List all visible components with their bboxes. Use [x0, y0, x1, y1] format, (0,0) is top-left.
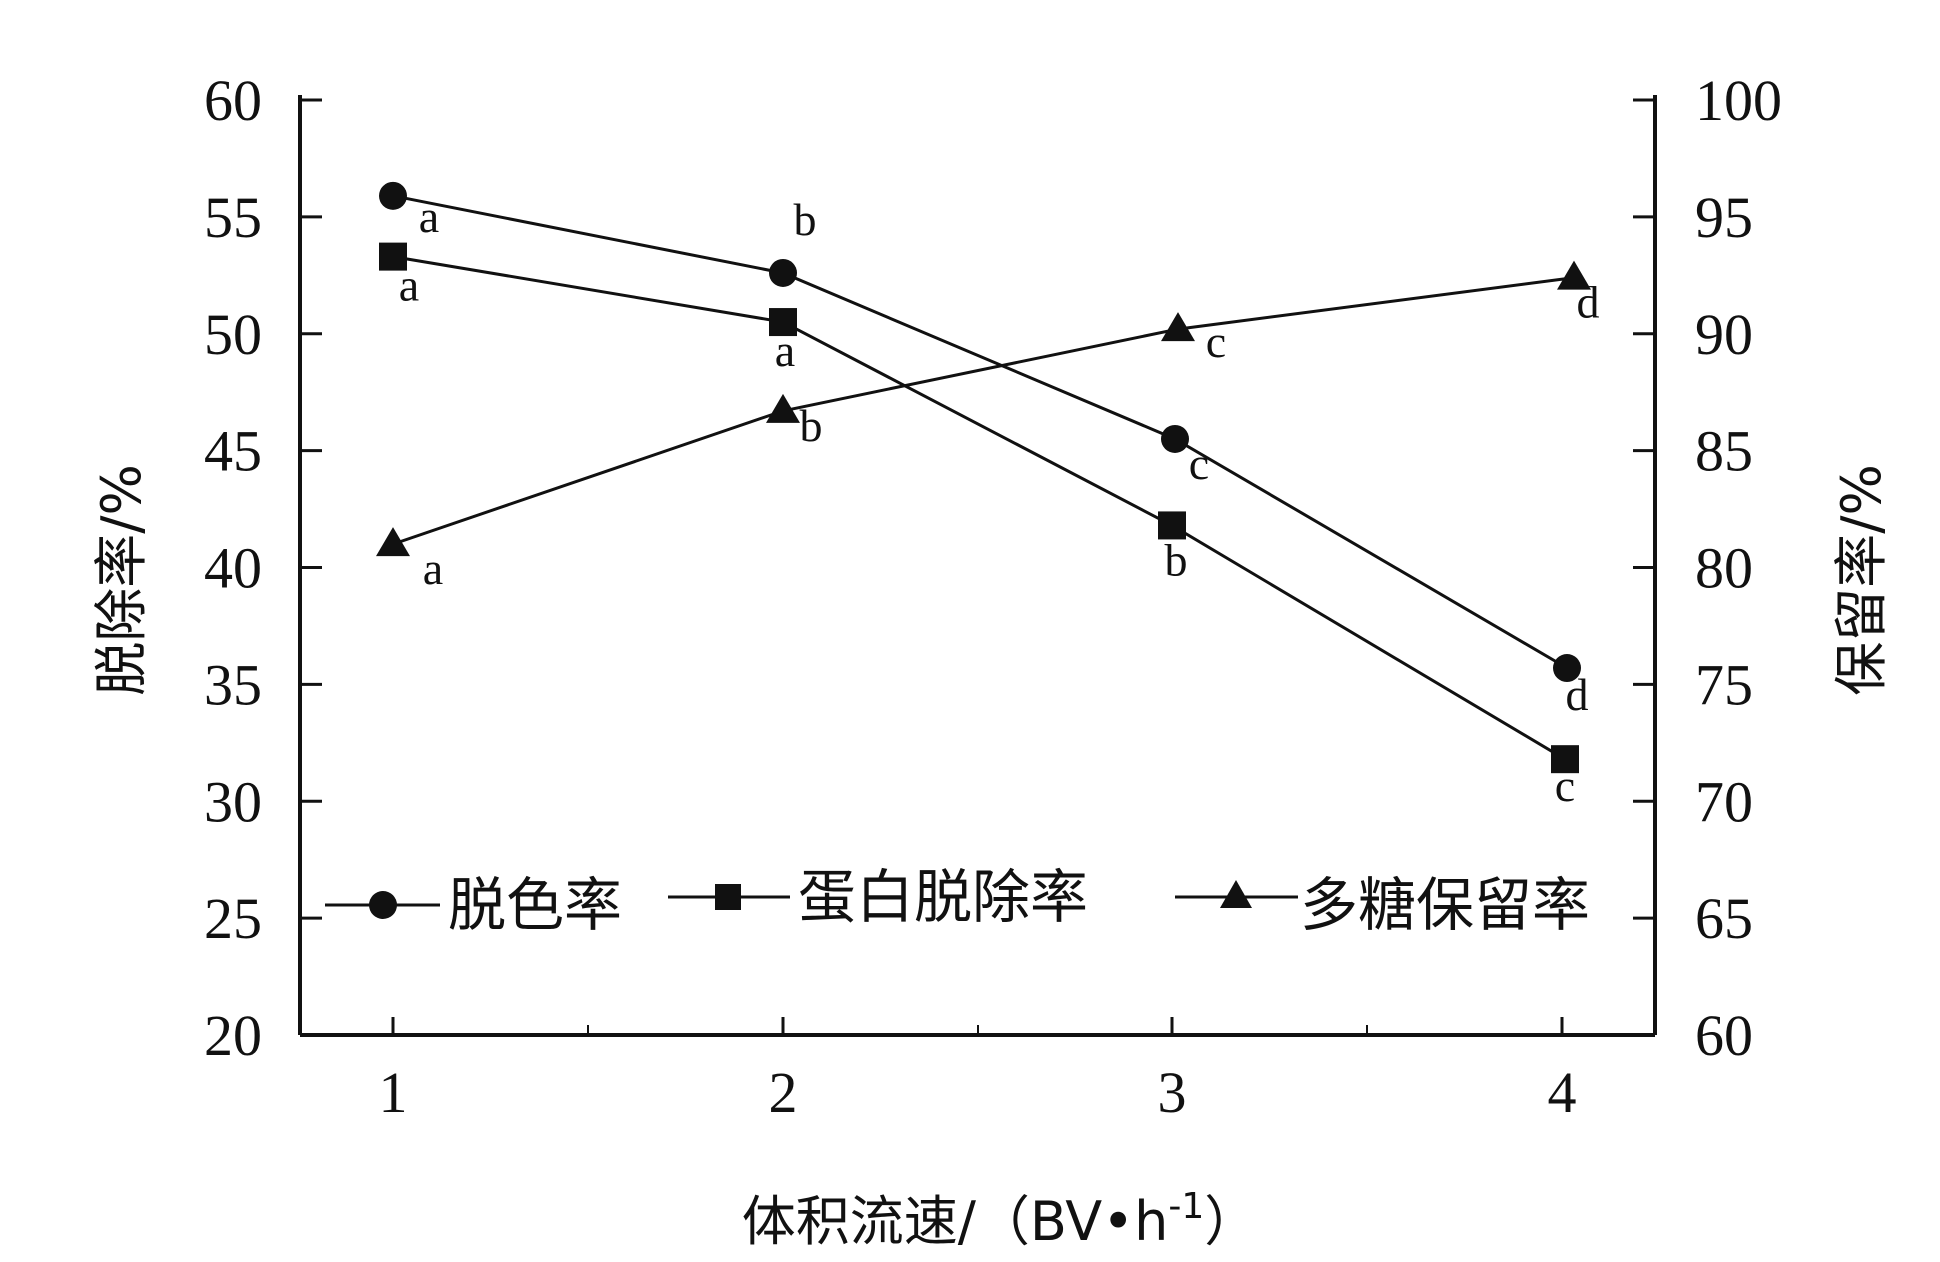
series-2-point-2 [1161, 312, 1195, 342]
y-left-tick-label-1: 25 [204, 886, 262, 951]
y-left-tick-label-6: 50 [204, 302, 262, 367]
y-right-tick-label-4: 80 [1695, 536, 1753, 601]
y-right-tick-label-3: 75 [1695, 652, 1753, 717]
legend-marker-0 [369, 891, 397, 919]
y-left-tick-label-5: 45 [204, 419, 262, 484]
y-right-tick-label-8: 100 [1695, 68, 1782, 133]
series-1-point-0 [379, 242, 407, 271]
axis-ticks: 20 25 30 35 40 45 50 55 60 60 65 70 75 80 85 90 95 100 1 2 3… [204, 68, 1782, 1125]
y-right-tick-label-1: 65 [1695, 886, 1753, 951]
series-0-point-1 [769, 258, 797, 287]
series-1-sig-label-3: c [1555, 760, 1575, 811]
x-axis-title-superscript: -1 [1168, 1186, 1204, 1227]
y-left-tick-label-8: 60 [204, 68, 262, 133]
series-layer [376, 181, 1591, 774]
legend-label-0: 脱色率 [448, 871, 622, 939]
x-tick-label-2: 3 [1158, 1060, 1187, 1125]
series-0-point-3 [1553, 654, 1581, 683]
series-1-sig-label-1: a [775, 325, 795, 376]
series-line-2 [392, 276, 1575, 546]
series-line-1 [392, 255, 1566, 761]
y-left-tick-label-0: 20 [204, 1003, 262, 1068]
y-left-tick-label-2: 30 [204, 769, 262, 834]
series-0-sig-label-0: a [419, 191, 439, 242]
legend: 脱色率 蛋白脱除率 多糖保留率 [325, 863, 1590, 939]
legend-marker-2 [1220, 880, 1252, 908]
y-axis-left-title: 脱除率/% [90, 464, 153, 696]
series-0-sig-label-3: d [1566, 669, 1589, 720]
legend-item-1: 蛋白脱除率 [668, 863, 1088, 931]
x-tick-label-3: 4 [1548, 1060, 1577, 1125]
series-2-point-1 [766, 393, 800, 423]
series-0-sig-label-1: b [794, 194, 817, 245]
y-right-tick-label-6: 90 [1695, 302, 1753, 367]
legend-label-1: 蛋白脱除率 [798, 863, 1088, 931]
x-tick-label-1: 2 [769, 1060, 798, 1125]
series-1-point-1 [769, 308, 797, 337]
series-2-sig-label-0: a [423, 543, 443, 594]
x-axis-title: 体积流速/（BV•h-1） [742, 1186, 1259, 1253]
series-2-point-0 [376, 527, 410, 557]
series-line-0 [392, 194, 1568, 670]
y-right-tick-label-0: 60 [1695, 1003, 1753, 1068]
series-1-point-2 [1158, 511, 1186, 540]
series-1-sig-label-2: b [1165, 534, 1188, 585]
series-2-point-3 [1557, 260, 1591, 290]
legend-item-0: 脱色率 [325, 871, 622, 939]
series-2-sig-label-2: c [1206, 316, 1226, 367]
y-right-tick-label-7: 95 [1695, 185, 1753, 250]
legend-marker-1 [715, 884, 741, 910]
legend-item-2: 多糖保留率 [1175, 871, 1590, 939]
series-0-point-0 [379, 181, 407, 210]
series-2-sig-label-1: b [800, 400, 823, 451]
y-left-tick-label-3: 35 [204, 652, 262, 717]
series-1-sig-label-0: a [399, 260, 419, 311]
y-right-tick-label-2: 70 [1695, 769, 1753, 834]
y-left-tick-label-4: 40 [204, 536, 262, 601]
x-axis-title-close: ） [1204, 1190, 1258, 1253]
x-tick-label-0: 1 [379, 1060, 408, 1125]
series-0-sig-label-2: c [1189, 438, 1209, 489]
series-1-point-3 [1551, 745, 1579, 774]
y-axis-right-title: 保留率/% [1830, 464, 1893, 696]
series-2-sig-label-3: d [1577, 277, 1600, 328]
y-right-tick-label-5: 85 [1695, 419, 1753, 484]
legend-label-2: 多糖保留率 [1300, 871, 1590, 939]
series-0-point-2 [1161, 424, 1189, 453]
x-axis-title-main: 体积流速/（BV•h [742, 1190, 1169, 1253]
y-left-tick-label-7: 55 [204, 185, 262, 250]
